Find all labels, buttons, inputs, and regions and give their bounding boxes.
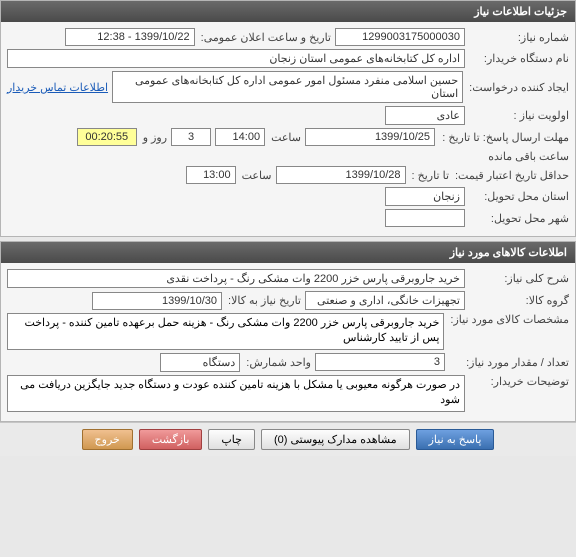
value-buyer-org: اداره کل کتابخانه‌های عمومی استان زنجان (7, 49, 465, 68)
label-title: شرح کلی نیاز: (469, 272, 569, 285)
label-remaining: ساعت باقی مانده (486, 150, 569, 163)
value-city (385, 209, 465, 227)
label-buyer-org: نام دستگاه خریدار: (469, 52, 569, 65)
value-deadline-time: 14:00 (215, 128, 265, 146)
label-deadline: مهلت ارسال پاسخ: تا تاریخ : (439, 131, 569, 144)
label-spec: مشخصات کالای مورد نیاز: (448, 313, 569, 326)
label-until: تا تاریخ : (410, 169, 449, 182)
label-need-no: شماره نیاز: (469, 31, 569, 44)
need-info-body: شماره نیاز: 1299003175000030 تاریخ و ساع… (1, 22, 575, 236)
label-unit: واحد شمارش: (244, 356, 311, 369)
label-group: گروه کالا: (469, 294, 569, 307)
back-button[interactable]: بازگشت (139, 429, 203, 450)
value-spec (7, 313, 444, 350)
label-province: استان محل تحویل: (469, 190, 569, 203)
value-requester: حسین اسلامی منفرد مسئول امور عمومی اداره… (112, 71, 463, 103)
need-info-header: جزئیات اطلاعات نیاز (1, 1, 575, 22)
value-province: زنجان (385, 187, 465, 206)
goods-info-header: اطلاعات کالاهای مورد نیاز (1, 242, 575, 263)
label-priority: اولویت نیاز : (469, 109, 569, 122)
value-deliver-date: 1399/10/30 (92, 292, 222, 310)
reply-button[interactable]: پاسخ به نیاز (416, 429, 495, 450)
value-validity-date: 1399/10/28 (276, 166, 406, 184)
attachments-button[interactable]: مشاهده مدارک پیوستی (0) (261, 429, 410, 450)
contact-link[interactable]: اطلاعات تماس خریدار (7, 81, 108, 94)
value-group: تجهیزات خانگی، اداری و صنعتی (305, 291, 465, 310)
action-bar: پاسخ به نیاز مشاهده مدارک پیوستی (0) چاپ… (0, 422, 576, 456)
value-buyer-note (7, 375, 465, 412)
label-hour-2: ساعت (240, 169, 272, 182)
label-validity: حداقل تاریخ اعتبار قیمت: (453, 169, 569, 182)
goods-info-body: شرح کلی نیاز: خرید جاروبرقی پارس خزر 220… (1, 263, 575, 421)
label-deliver-date: تاریخ نیاز به کالا: (226, 294, 301, 307)
value-title: خرید جاروبرقی پارس خزر 2200 وات مشکی رنگ… (7, 269, 465, 288)
label-city: شهر محل تحویل: (469, 212, 569, 225)
label-requester: ایجاد کننده درخواست: (467, 81, 569, 94)
label-days: روز و (141, 131, 167, 144)
value-days-left: 3 (171, 128, 211, 146)
value-deadline-date: 1399/10/25 (305, 128, 435, 146)
print-button[interactable]: چاپ (208, 429, 255, 450)
label-hour-1: ساعت (269, 131, 301, 144)
label-public-datetime: تاریخ و ساعت اعلان عمومی: (199, 31, 331, 44)
value-priority: عادی (385, 106, 465, 125)
value-unit: دستگاه (160, 353, 240, 372)
value-need-no: 1299003175000030 (335, 28, 465, 46)
value-public-datetime: 1399/10/22 - 12:38 (65, 28, 195, 46)
label-buyer-note: توضیحات خریدار: (469, 375, 569, 388)
value-qty: 3 (315, 353, 445, 371)
value-timer: 00:20:55 (77, 128, 137, 146)
need-info-panel: جزئیات اطلاعات نیاز شماره نیاز: 12990031… (0, 0, 576, 237)
exit-button[interactable]: خروج (82, 429, 133, 450)
goods-info-panel: اطلاعات کالاهای مورد نیاز شرح کلی نیاز: … (0, 241, 576, 422)
label-qty: تعداد / مقدار مورد نیاز: (449, 356, 569, 369)
value-validity-time: 13:00 (186, 166, 236, 184)
